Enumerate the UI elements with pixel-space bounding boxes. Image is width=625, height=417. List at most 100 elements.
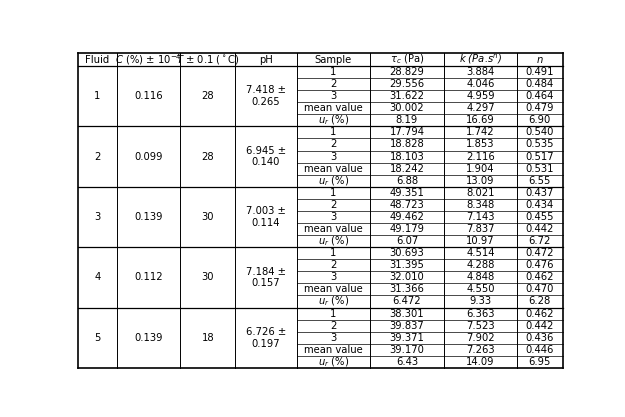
Text: 18.242: 18.242: [389, 163, 424, 173]
Text: 6.726 ±
0.197: 6.726 ± 0.197: [246, 327, 286, 349]
Text: 30.693: 30.693: [389, 248, 424, 258]
Text: 6.95: 6.95: [529, 357, 551, 367]
Text: 3: 3: [330, 151, 336, 161]
Text: 0.484: 0.484: [526, 79, 554, 89]
Text: 38.301: 38.301: [389, 309, 424, 319]
Text: 1: 1: [94, 91, 101, 101]
Text: 16.69: 16.69: [466, 116, 495, 126]
Text: Fluid: Fluid: [85, 55, 109, 65]
Text: 30.002: 30.002: [389, 103, 424, 113]
Text: 0.455: 0.455: [526, 212, 554, 222]
Text: 8.348: 8.348: [466, 200, 494, 210]
Text: mean value: mean value: [304, 224, 362, 234]
Text: 4.550: 4.550: [466, 284, 495, 294]
Text: 28: 28: [201, 91, 214, 101]
Text: 7.263: 7.263: [466, 345, 495, 355]
Text: 4: 4: [94, 272, 101, 282]
Text: 0.442: 0.442: [526, 321, 554, 331]
Text: 39.170: 39.170: [389, 345, 424, 355]
Text: 7.418 ±
0.265: 7.418 ± 0.265: [246, 85, 286, 107]
Text: 29.556: 29.556: [389, 79, 424, 89]
Text: 0.116: 0.116: [134, 91, 162, 101]
Text: 6.363: 6.363: [466, 309, 495, 319]
Text: 8.19: 8.19: [396, 116, 418, 126]
Text: Sample: Sample: [315, 55, 352, 65]
Text: 0.462: 0.462: [526, 272, 554, 282]
Text: 0.462: 0.462: [526, 309, 554, 319]
Text: mean value: mean value: [304, 345, 362, 355]
Text: 32.010: 32.010: [389, 272, 424, 282]
Text: 0.540: 0.540: [526, 127, 554, 137]
Text: 28.829: 28.829: [389, 67, 424, 77]
Text: $T$ $\pm$ 0.1 ($^\circ$C): $T$ $\pm$ 0.1 ($^\circ$C): [176, 53, 239, 66]
Text: mean value: mean value: [304, 284, 362, 294]
Text: 3: 3: [94, 212, 101, 222]
Text: 2: 2: [330, 139, 336, 149]
Text: 49.351: 49.351: [389, 188, 424, 198]
Text: 1.742: 1.742: [466, 127, 495, 137]
Text: 2: 2: [330, 321, 336, 331]
Text: 0.531: 0.531: [526, 163, 554, 173]
Text: 3: 3: [330, 91, 336, 101]
Text: 30: 30: [201, 212, 214, 222]
Text: 0.446: 0.446: [526, 345, 554, 355]
Text: 0.434: 0.434: [526, 200, 554, 210]
Text: 0.139: 0.139: [134, 333, 162, 343]
Text: 28: 28: [201, 151, 214, 161]
Text: 2: 2: [330, 260, 336, 270]
Text: 31.622: 31.622: [389, 91, 424, 101]
Text: 3: 3: [330, 212, 336, 222]
Text: 7.902: 7.902: [466, 333, 495, 343]
Text: 31.366: 31.366: [389, 284, 424, 294]
Text: 0.436: 0.436: [526, 333, 554, 343]
Text: 10.97: 10.97: [466, 236, 495, 246]
Text: 30: 30: [201, 272, 214, 282]
Text: 49.179: 49.179: [389, 224, 424, 234]
Text: 0.437: 0.437: [526, 188, 554, 198]
Text: 0.476: 0.476: [526, 260, 554, 270]
Text: 6.72: 6.72: [529, 236, 551, 246]
Text: 48.723: 48.723: [389, 200, 424, 210]
Text: $\tau_c$ (Pa): $\tau_c$ (Pa): [389, 53, 424, 66]
Text: $n$: $n$: [536, 55, 544, 65]
Text: 0.491: 0.491: [526, 67, 554, 77]
Text: $u_r$ (%): $u_r$ (%): [318, 174, 349, 188]
Text: 6.472: 6.472: [392, 296, 421, 306]
Text: 4.288: 4.288: [466, 260, 494, 270]
Text: 0.099: 0.099: [134, 151, 162, 161]
Text: 7.143: 7.143: [466, 212, 495, 222]
Text: 4.046: 4.046: [466, 79, 494, 89]
Text: $u_r$ (%): $u_r$ (%): [318, 234, 349, 248]
Text: mean value: mean value: [304, 103, 362, 113]
Text: 2.116: 2.116: [466, 151, 495, 161]
Text: 1: 1: [330, 127, 336, 137]
Text: 5: 5: [94, 333, 101, 343]
Text: 0.112: 0.112: [134, 272, 162, 282]
Text: 7.184 ±
0.157: 7.184 ± 0.157: [246, 266, 286, 288]
Text: 3: 3: [330, 272, 336, 282]
Text: 1: 1: [330, 188, 336, 198]
Text: 3: 3: [330, 333, 336, 343]
Text: 1.853: 1.853: [466, 139, 495, 149]
Text: 6.55: 6.55: [529, 176, 551, 186]
Text: 2: 2: [330, 200, 336, 210]
Text: 6.43: 6.43: [396, 357, 418, 367]
Text: 0.535: 0.535: [526, 139, 554, 149]
Text: 31.395: 31.395: [389, 260, 424, 270]
Text: 1: 1: [330, 309, 336, 319]
Text: 1.904: 1.904: [466, 163, 495, 173]
Text: 0.479: 0.479: [526, 103, 554, 113]
Text: $u_r$ (%): $u_r$ (%): [318, 355, 349, 369]
Text: 4.848: 4.848: [466, 272, 494, 282]
Text: 6.945 ±
0.140: 6.945 ± 0.140: [246, 146, 286, 167]
Text: 6.28: 6.28: [529, 296, 551, 306]
Text: 2: 2: [94, 151, 101, 161]
Text: 4.514: 4.514: [466, 248, 495, 258]
Text: 39.371: 39.371: [389, 333, 424, 343]
Text: mean value: mean value: [304, 163, 362, 173]
Text: 1: 1: [330, 248, 336, 258]
Text: 13.09: 13.09: [466, 176, 495, 186]
Text: 0.472: 0.472: [526, 248, 554, 258]
Text: $C$ (%) $\pm$ $10^{-4}$: $C$ (%) $\pm$ $10^{-4}$: [115, 52, 182, 67]
Text: 0.470: 0.470: [526, 284, 554, 294]
